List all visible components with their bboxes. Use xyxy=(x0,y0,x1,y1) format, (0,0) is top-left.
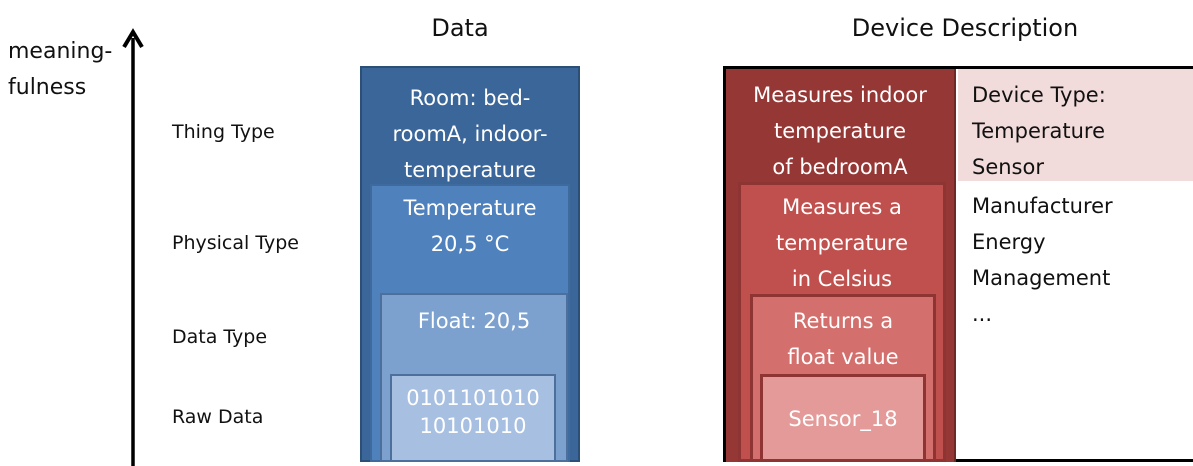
device-raw-text: Sensor_18 xyxy=(763,401,923,437)
device-description-heading: Device Description xyxy=(851,14,1079,42)
text-line: ... xyxy=(972,302,993,326)
text-line: Energy xyxy=(972,230,1046,254)
device-physical-text: Measures a temperature in Celsius xyxy=(741,189,943,297)
axis-label-line: fulness xyxy=(8,75,87,100)
text-line: temperature xyxy=(404,158,536,182)
data-datatype-text: Float: 20,5 xyxy=(382,303,566,339)
axis-label: meaning- fulness xyxy=(8,34,112,106)
level-label-thing-type: Thing Type xyxy=(172,121,275,143)
text-line: temperature xyxy=(774,119,906,143)
axis-label-line: meaning- xyxy=(8,39,113,64)
text-line: Sensor xyxy=(972,155,1044,179)
text-line: of bedroomA xyxy=(772,155,908,179)
text-line: 10101010 xyxy=(419,414,527,438)
data-raw-text: 0101101010 10101010 xyxy=(392,384,554,440)
text-line: temperature xyxy=(776,231,908,255)
device-raw-box: Sensor_18 xyxy=(760,374,926,462)
meaningfulness-axis-arrow xyxy=(122,28,144,466)
text-line: Manufacturer xyxy=(972,194,1113,218)
data-physical-text: Temperature 20,5 °C xyxy=(372,190,568,262)
text-line: Sensor_18 xyxy=(788,407,898,431)
text-line: Temperature xyxy=(403,196,537,220)
text-line: Device Type: xyxy=(972,83,1106,107)
level-label-physical-type: Physical Type xyxy=(172,232,299,254)
text-line: Measures a xyxy=(782,195,902,219)
text-line: 0101101010 xyxy=(406,386,540,410)
device-datatype-text: Returns a float value xyxy=(753,303,933,375)
device-type-box: Device Type: Temperature Sensor xyxy=(958,69,1193,181)
data-heading: Data xyxy=(431,14,489,42)
text-line: Float: 20,5 xyxy=(417,309,531,333)
data-thing-text: Room: bed- roomA, indoor- temperature xyxy=(362,80,578,188)
text-line: float value xyxy=(787,345,899,369)
device-thing-text: Measures indoor temperature of bedroomA xyxy=(726,77,954,185)
level-label-raw-data: Raw Data xyxy=(172,406,264,428)
device-type-text: Device Type: Temperature Sensor xyxy=(972,77,1106,185)
text-line: Room: bed- xyxy=(409,86,531,110)
text-line: Temperature xyxy=(972,119,1106,143)
data-raw-box: 0101101010 10101010 xyxy=(390,374,556,462)
text-line: Management xyxy=(972,266,1111,290)
level-label-data-type: Data Type xyxy=(172,326,268,348)
text-line: 20,5 °C xyxy=(430,232,510,256)
text-line: Returns a xyxy=(792,309,894,333)
text-line: in Celsius xyxy=(791,267,893,291)
text-line: Measures indoor xyxy=(753,83,927,107)
device-meta-text: Manufacturer Energy Management ... xyxy=(972,188,1113,332)
text-line: roomA, indoor- xyxy=(392,122,548,146)
